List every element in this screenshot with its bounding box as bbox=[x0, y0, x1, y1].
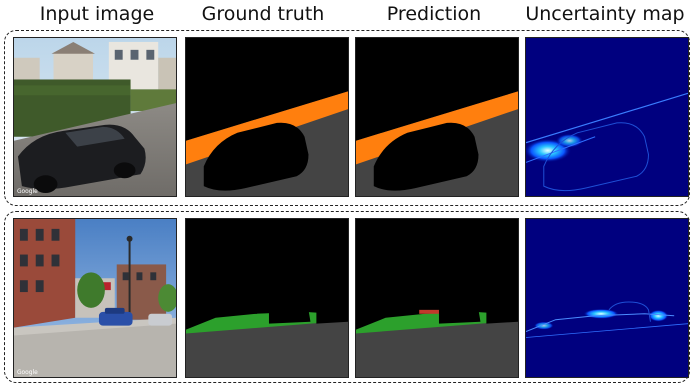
header-prediction: Prediction bbox=[354, 3, 514, 25]
row-2-uncertainty-map bbox=[525, 218, 689, 378]
header-ground-truth: Ground truth bbox=[183, 3, 343, 25]
row-1-input-image: Google bbox=[13, 37, 177, 197]
row-2-prediction bbox=[355, 218, 519, 378]
row-2-google-watermark: Google bbox=[17, 370, 38, 376]
header-uncertainty-map: Uncertainty map bbox=[520, 3, 690, 25]
header-input-image: Input image bbox=[8, 3, 186, 25]
row-2-ground-truth bbox=[185, 218, 349, 378]
row-1-prediction bbox=[355, 37, 519, 197]
row-2-input-image: Google bbox=[13, 218, 177, 378]
row-1-uncertainty-map bbox=[525, 37, 689, 197]
row-1-google-watermark: Google bbox=[17, 189, 38, 195]
row-1-ground-truth bbox=[185, 37, 349, 197]
